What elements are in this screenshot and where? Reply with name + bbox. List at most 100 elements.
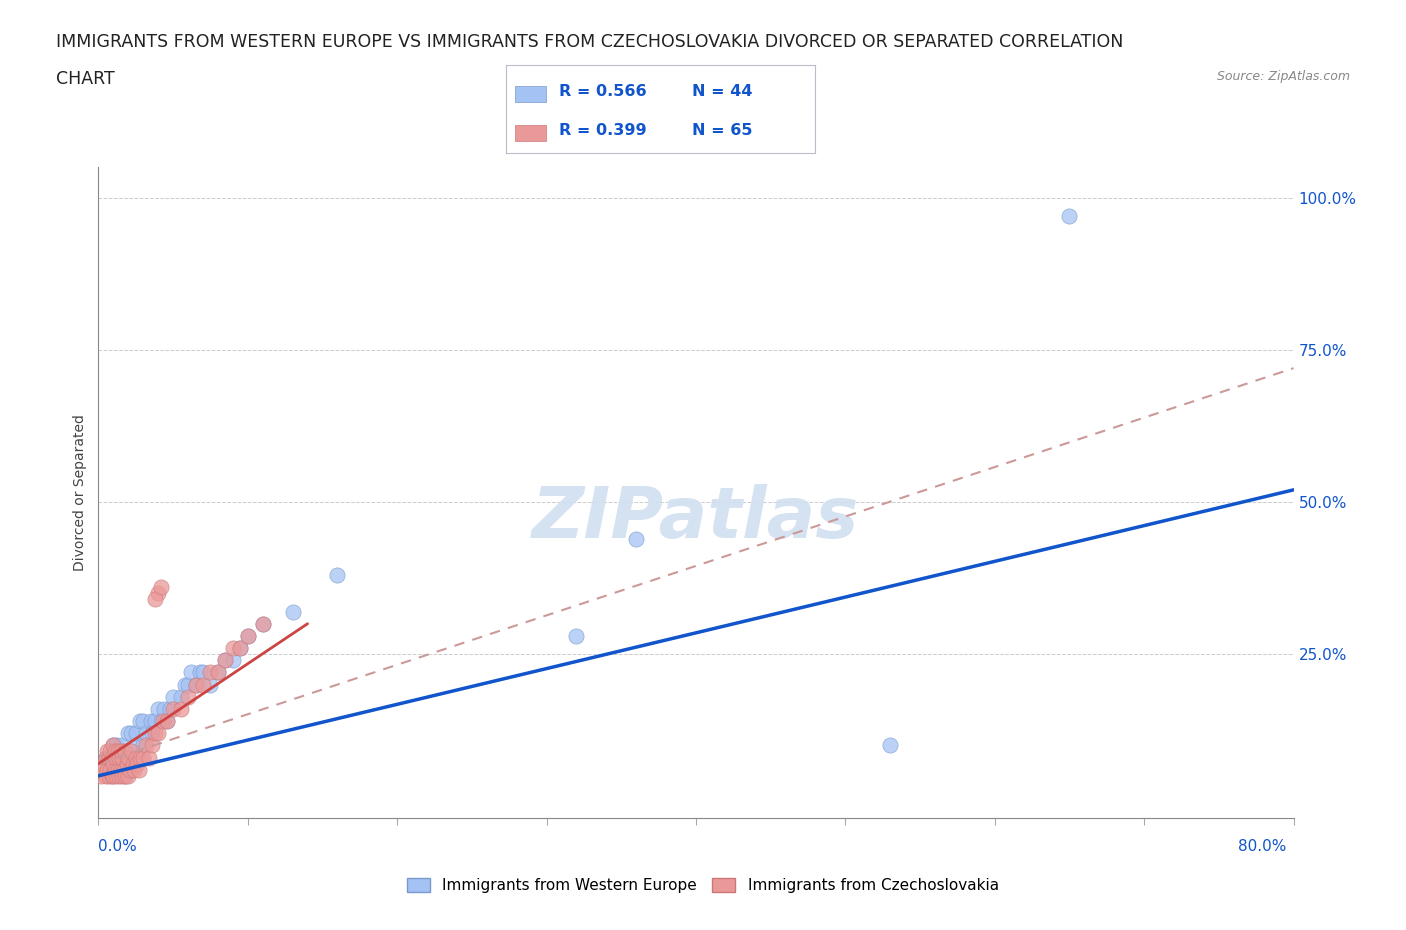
Point: [141, 737, 163, 752]
Point: [1059, 208, 1081, 223]
Point: [135, 737, 157, 752]
Text: R = 0.399: R = 0.399: [558, 123, 647, 138]
Point: [138, 751, 160, 765]
Point: [112, 763, 135, 777]
Point: [169, 701, 191, 716]
Point: [94, 751, 117, 765]
Point: [115, 756, 138, 771]
Y-axis label: Divorced or Separated: Divorced or Separated: [73, 415, 87, 571]
Point: [121, 756, 143, 771]
Point: [177, 689, 200, 704]
Point: [200, 665, 222, 680]
Point: [103, 737, 125, 752]
Point: [117, 751, 139, 765]
Point: [114, 744, 136, 759]
Point: [207, 665, 229, 680]
Point: [222, 653, 245, 668]
Point: [125, 737, 148, 752]
Text: IMMIGRANTS FROM WESTERN EUROPE VS IMMIGRANTS FROM CZECHOSLOVAKIA DIVORCED OR SEP: IMMIGRANTS FROM WESTERN EUROPE VS IMMIGR…: [56, 33, 1123, 50]
Point: [143, 713, 166, 728]
Point: [214, 653, 236, 668]
Point: [97, 751, 120, 765]
Point: [624, 531, 647, 546]
Point: [110, 744, 132, 759]
Point: [229, 641, 252, 656]
Point: [120, 725, 142, 740]
Point: [125, 725, 148, 740]
Text: R = 0.566: R = 0.566: [558, 84, 647, 100]
Point: [107, 744, 129, 759]
Text: CHART: CHART: [56, 70, 115, 87]
Bar: [516, 126, 547, 141]
Point: [117, 751, 139, 765]
Point: [236, 629, 259, 644]
Text: ZIPatlas: ZIPatlas: [533, 485, 859, 553]
Point: [104, 763, 127, 777]
Point: [125, 751, 148, 765]
Point: [110, 737, 132, 752]
Point: [191, 677, 214, 692]
Point: [162, 701, 184, 716]
Point: [132, 713, 155, 728]
Point: [98, 763, 122, 777]
Point: [191, 665, 214, 680]
Point: [159, 701, 181, 716]
Point: [118, 763, 141, 777]
Point: [148, 725, 170, 740]
Point: [120, 744, 142, 759]
Point: [108, 751, 131, 765]
Point: [117, 768, 139, 783]
Point: [150, 713, 173, 728]
Point: [236, 629, 259, 644]
Point: [107, 763, 129, 777]
Point: [105, 737, 128, 752]
Point: [111, 751, 134, 765]
Point: [184, 677, 207, 692]
Point: [94, 768, 117, 783]
Point: [114, 768, 136, 783]
Point: [174, 677, 197, 692]
Point: [169, 689, 191, 704]
Text: N = 44: N = 44: [692, 84, 752, 100]
Point: [180, 665, 202, 680]
Point: [188, 665, 211, 680]
Point: [97, 768, 120, 783]
Point: [124, 763, 146, 777]
Point: [127, 756, 149, 771]
Point: [252, 617, 274, 631]
Point: [139, 713, 162, 728]
Point: [184, 677, 207, 692]
Point: [91, 763, 114, 777]
Point: [162, 689, 184, 704]
Point: [111, 768, 134, 783]
Legend: Immigrants from Western Europe, Immigrants from Czechoslovakia: Immigrants from Western Europe, Immigran…: [401, 871, 1005, 899]
Point: [200, 677, 222, 692]
Point: [104, 744, 127, 759]
Point: [96, 763, 118, 777]
Text: Source: ZipAtlas.com: Source: ZipAtlas.com: [1216, 70, 1350, 83]
Point: [150, 579, 173, 594]
Point: [94, 751, 117, 765]
Point: [93, 756, 115, 771]
Point: [103, 756, 125, 771]
Point: [879, 737, 901, 752]
Point: [108, 768, 131, 783]
Point: [214, 653, 236, 668]
Text: 80.0%: 80.0%: [1239, 839, 1286, 854]
Point: [141, 725, 163, 740]
Point: [105, 768, 128, 783]
Point: [117, 725, 139, 740]
Text: 0.0%: 0.0%: [98, 839, 138, 854]
Point: [111, 751, 134, 765]
Bar: [516, 86, 547, 102]
Point: [153, 701, 176, 716]
Point: [105, 751, 128, 765]
Point: [152, 713, 174, 728]
Point: [129, 751, 152, 765]
Point: [207, 665, 229, 680]
Point: [101, 751, 124, 765]
Text: N = 65: N = 65: [692, 123, 752, 138]
Point: [177, 677, 200, 692]
Point: [143, 725, 166, 740]
Point: [132, 751, 155, 765]
